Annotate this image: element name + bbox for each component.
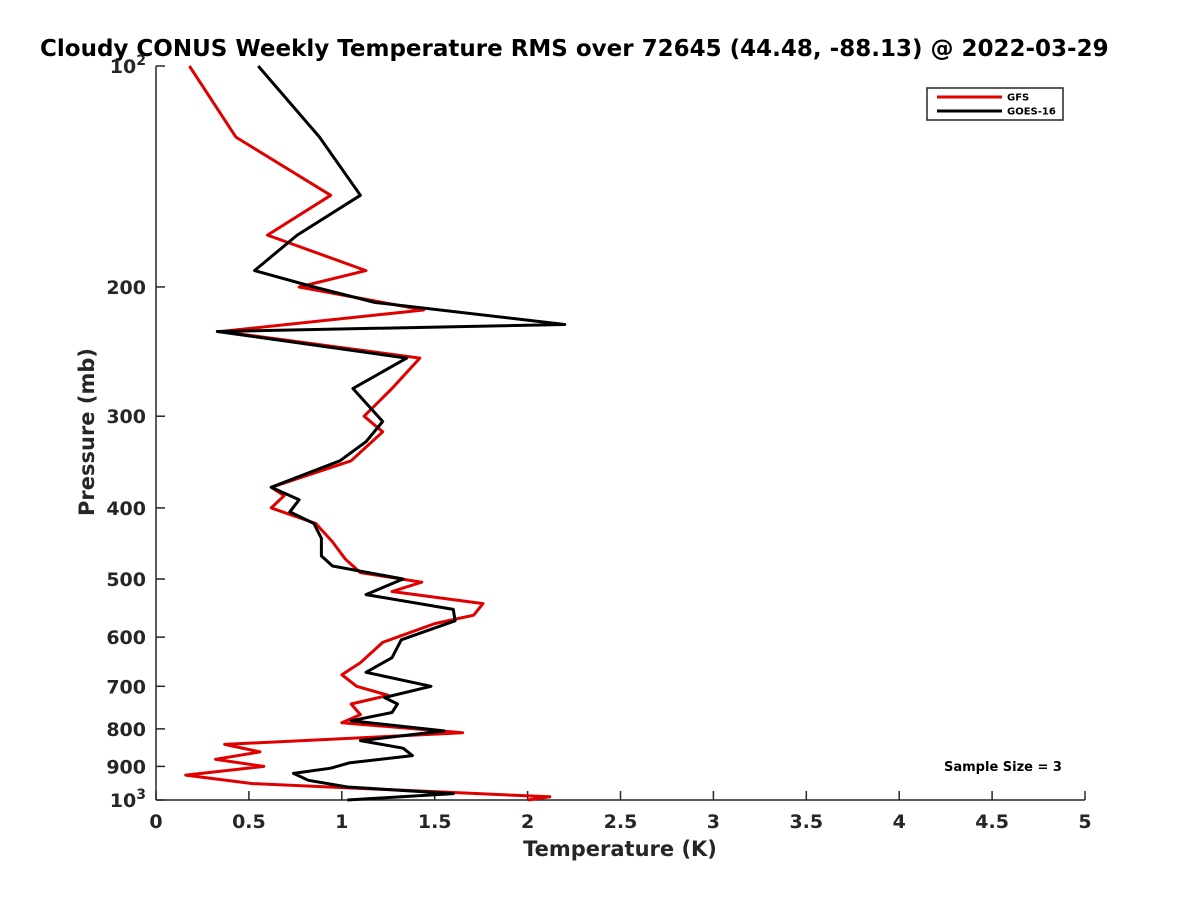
x-axis-ticks: 0 0.5 1 1.5 2 2.5 3 3.5 4 4.5 5 <box>149 791 1092 833</box>
y-tick-label: 800 <box>106 719 146 741</box>
y-tick-label: 103 <box>110 787 146 812</box>
y-tick-label: 700 <box>106 676 146 698</box>
x-tick-label: 0 <box>149 811 162 833</box>
plot-axes <box>155 66 1085 801</box>
y-tick-label: 102 <box>110 53 146 78</box>
y-axis-label: Pressure (mb) <box>75 348 99 516</box>
y-tick-label: 900 <box>106 756 146 778</box>
legend-label-goes-16: GOES-16 <box>1007 107 1056 118</box>
x-tick-label: 3.5 <box>789 811 823 833</box>
series-line-gfs <box>184 65 552 802</box>
x-tick-label: 1.5 <box>418 811 452 833</box>
y-axis-ticks: 102 200 300 400 500 600 700 800 900 103 <box>106 53 165 812</box>
y-tick-label: 200 <box>106 277 146 299</box>
series-lines <box>184 65 567 802</box>
y-tick-label: 300 <box>106 406 146 428</box>
y-tick-label: 600 <box>106 627 146 649</box>
y-tick-label: 500 <box>106 569 146 591</box>
legend-label-gfs: GFS <box>1007 93 1029 104</box>
y-tick-label: 400 <box>106 498 146 520</box>
x-tick-label: 4 <box>893 811 906 833</box>
x-axis-label: Temperature (K) <box>523 837 717 861</box>
sample-size-annotation: Sample Size = 3 <box>944 760 1062 775</box>
legend: GFS GOES-16 <box>926 87 1064 121</box>
x-tick-label: 1 <box>335 811 348 833</box>
x-tick-label: 4.5 <box>975 811 1009 833</box>
legend-box <box>926 87 1064 121</box>
series-line-goes-16 <box>215 65 567 802</box>
x-tick-label: 0.5 <box>232 811 266 833</box>
x-tick-label: 2.5 <box>604 811 638 833</box>
chart-title: Cloudy CONUS Weekly Temperature RMS over… <box>40 36 1109 62</box>
x-tick-label: 5 <box>1078 811 1091 833</box>
x-tick-label: 3 <box>707 811 720 833</box>
x-tick-label: 2 <box>521 811 534 833</box>
